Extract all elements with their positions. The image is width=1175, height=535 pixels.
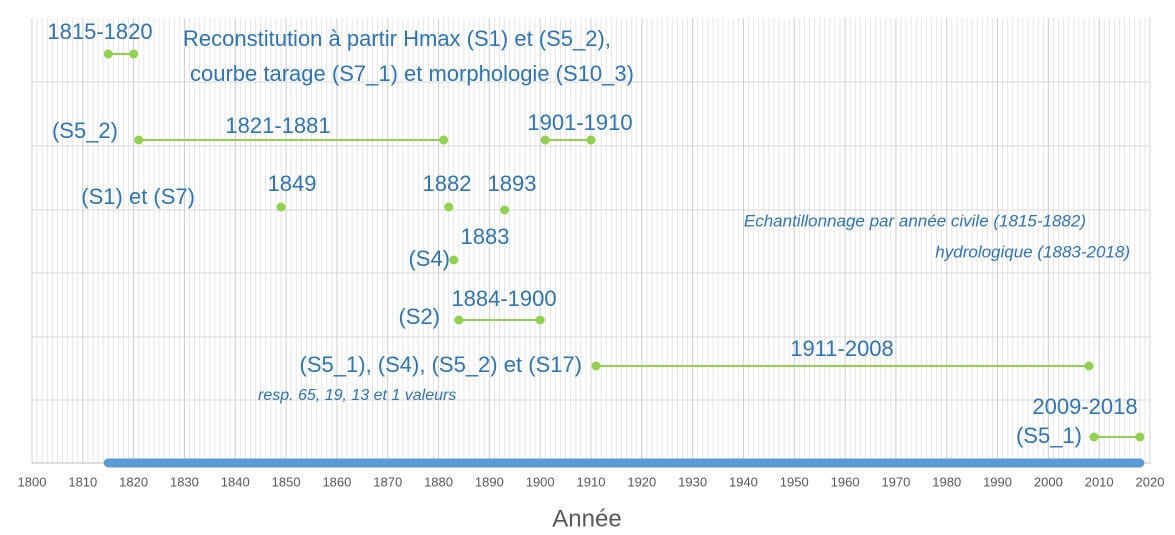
- x-tick-label: 1880: [424, 474, 453, 489]
- segment-end: [129, 49, 139, 59]
- x-tick-label: 1990: [983, 474, 1012, 489]
- point: [500, 205, 510, 215]
- x-tick-label: 1960: [831, 474, 860, 489]
- x-tick-label: 1800: [18, 474, 47, 489]
- segment-start: [591, 361, 601, 371]
- segment-start: [454, 315, 464, 325]
- x-tick-label: 2020: [1136, 474, 1165, 489]
- point-label: 1883: [461, 224, 510, 249]
- x-tick-label: 1840: [221, 474, 250, 489]
- x-tick-label: 1950: [780, 474, 809, 489]
- segment-label: 1821-1881: [225, 113, 330, 138]
- segment-end: [1084, 361, 1094, 371]
- annotation: (S5_1), (S4), (S5_2) et (S17): [300, 352, 582, 377]
- x-tick-label: 1830: [170, 474, 199, 489]
- x-tick-label: 2000: [1034, 474, 1063, 489]
- x-tick-label: 2010: [1085, 474, 1114, 489]
- x-tick-label: 1850: [272, 474, 301, 489]
- segment-label: 1901-1910: [527, 110, 632, 135]
- annotation: hydrologique (1883-2018): [935, 242, 1130, 261]
- segment-start: [103, 49, 113, 59]
- x-tick-label: 1860: [322, 474, 351, 489]
- annotation: Reconstitution à partir Hmax (S1) et (S5…: [183, 26, 611, 51]
- x-tick-label: 1910: [577, 474, 606, 489]
- x-tick-label: 1970: [881, 474, 910, 489]
- annotation: Echantillonnage par année civile (1815-1…: [744, 211, 1086, 230]
- segment-start: [1089, 432, 1099, 442]
- segment-start: [134, 135, 144, 145]
- point: [449, 255, 459, 265]
- point: [444, 202, 454, 212]
- annotation: (S4): [408, 246, 450, 271]
- x-tick-label: 1980: [932, 474, 961, 489]
- segment-end: [535, 315, 545, 325]
- x-tick-label: 1890: [475, 474, 504, 489]
- annotation: (S2): [398, 304, 440, 329]
- segment-label: 1884-1900: [451, 286, 556, 311]
- segment-end: [1135, 432, 1145, 442]
- x-tick-label: 1920: [627, 474, 656, 489]
- annotation: (S1) et (S7): [81, 184, 195, 209]
- annotation: courbe tarage (S7_1) et morphologie (S10…: [190, 61, 634, 86]
- annotation: resp. 65, 19, 13 et 1 valeurs: [258, 387, 456, 404]
- x-tick-label: 1810: [68, 474, 97, 489]
- point-label: 1893: [488, 171, 537, 196]
- x-tick-label: 1900: [526, 474, 555, 489]
- point-label: 1882: [423, 171, 472, 196]
- x-tick-label: 1940: [729, 474, 758, 489]
- segment-label: 2009-2018: [1032, 394, 1137, 419]
- x-tick-label: 1820: [119, 474, 148, 489]
- segment-end: [586, 135, 596, 145]
- segment-label: 1815-1820: [47, 19, 152, 44]
- annotation: (S5_2): [52, 118, 118, 143]
- x-tick-label: 1930: [678, 474, 707, 489]
- segment-end: [439, 135, 449, 145]
- annotation: (S5_1): [1016, 423, 1082, 448]
- x-axis-label: Année: [552, 505, 621, 532]
- segment-start: [540, 135, 550, 145]
- segment-label: 1911-2008: [790, 336, 894, 361]
- x-tick-label: 1870: [373, 474, 402, 489]
- point: [276, 202, 286, 212]
- point-label: 1849: [268, 171, 317, 196]
